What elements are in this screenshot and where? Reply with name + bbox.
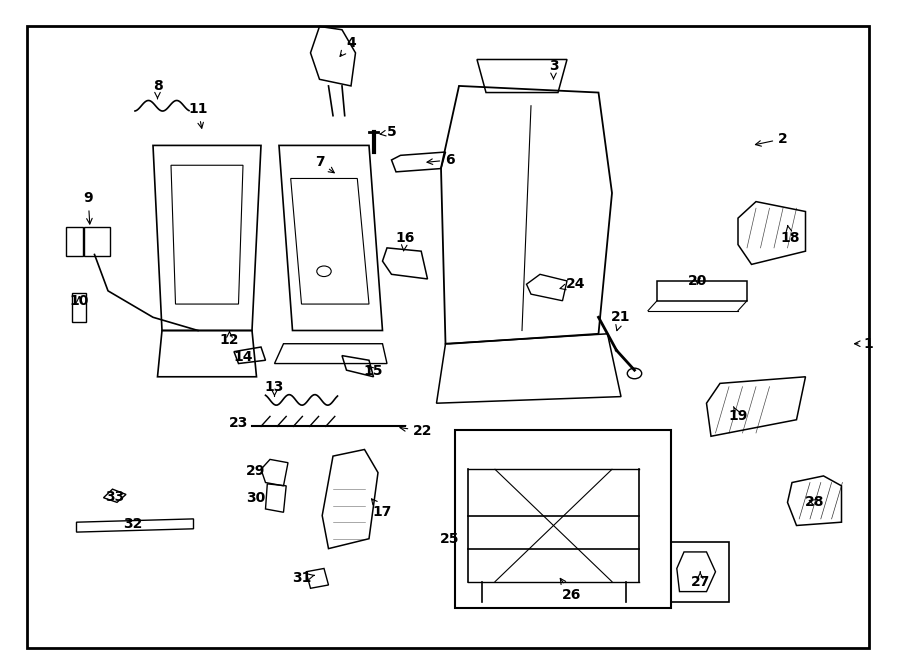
Text: 27: 27 [690, 572, 710, 589]
Text: 15: 15 [364, 364, 383, 379]
Text: 11: 11 [188, 102, 208, 128]
Text: 14: 14 [233, 350, 253, 364]
Text: 21: 21 [611, 310, 631, 330]
Text: 3: 3 [549, 59, 558, 79]
Text: 12: 12 [220, 330, 239, 348]
Text: 25: 25 [440, 531, 460, 546]
Text: 5: 5 [380, 125, 396, 139]
Text: 33: 33 [105, 490, 125, 504]
Text: 8: 8 [153, 79, 162, 98]
Text: 29: 29 [246, 464, 266, 479]
Text: 16: 16 [395, 231, 415, 251]
Text: 32: 32 [123, 517, 143, 531]
Text: 31: 31 [292, 571, 314, 586]
Text: 1: 1 [854, 336, 873, 351]
Text: 23: 23 [229, 416, 248, 430]
Text: 18: 18 [780, 225, 800, 245]
Text: 26: 26 [561, 578, 581, 602]
Text: 13: 13 [265, 379, 284, 397]
Text: 28: 28 [805, 495, 824, 510]
Text: 30: 30 [246, 490, 266, 505]
Text: 2: 2 [755, 132, 788, 146]
Text: 24: 24 [560, 277, 586, 292]
Text: 19: 19 [728, 407, 748, 424]
Text: 6: 6 [427, 153, 454, 167]
Text: 17: 17 [372, 499, 392, 520]
Text: 20: 20 [688, 274, 707, 288]
Text: 4: 4 [340, 36, 356, 56]
Text: 10: 10 [69, 293, 89, 308]
Text: 9: 9 [84, 191, 93, 224]
Text: 7: 7 [315, 155, 334, 173]
Text: 22: 22 [400, 424, 433, 438]
